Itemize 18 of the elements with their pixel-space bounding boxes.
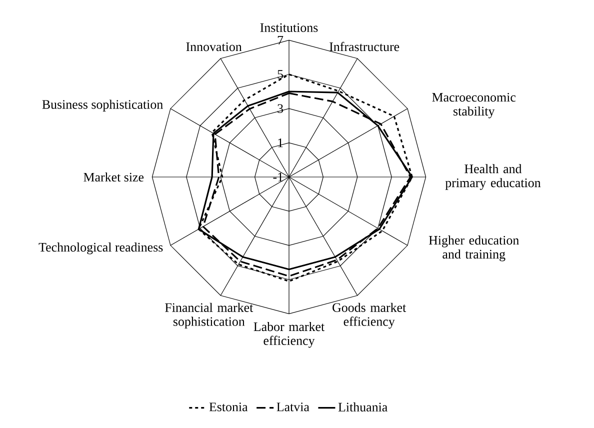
spoke-label: Financial market sophistication — [165, 302, 254, 329]
legend-label: Estonia — [209, 402, 248, 412]
legend-label: Latvia — [276, 402, 310, 412]
spoke-label: Infrastructure — [330, 42, 400, 52]
spoke-label: Market size — [84, 172, 144, 182]
y-tick-label: 3 — [278, 104, 284, 113]
spoke-label: Macroeconomic stability — [432, 92, 516, 118]
y-tick-label: 7 — [278, 36, 284, 44]
spoke-label: Technological readiness — [38, 242, 163, 254]
legend-label: Lithuania — [338, 402, 388, 412]
spoke-label: Institutions — [260, 23, 318, 32]
spoke-label: Goods market efficiency — [332, 302, 406, 329]
spoke-label: Innovation — [186, 42, 242, 52]
spoke-label: Business sophistication — [42, 100, 163, 112]
y-tick-label: -1 — [273, 172, 283, 182]
spoke-label: Higher education and training — [428, 236, 519, 262]
spoke-label: Health and primary education — [445, 164, 541, 190]
spoke-label: Labor market efficiency — [254, 322, 325, 348]
